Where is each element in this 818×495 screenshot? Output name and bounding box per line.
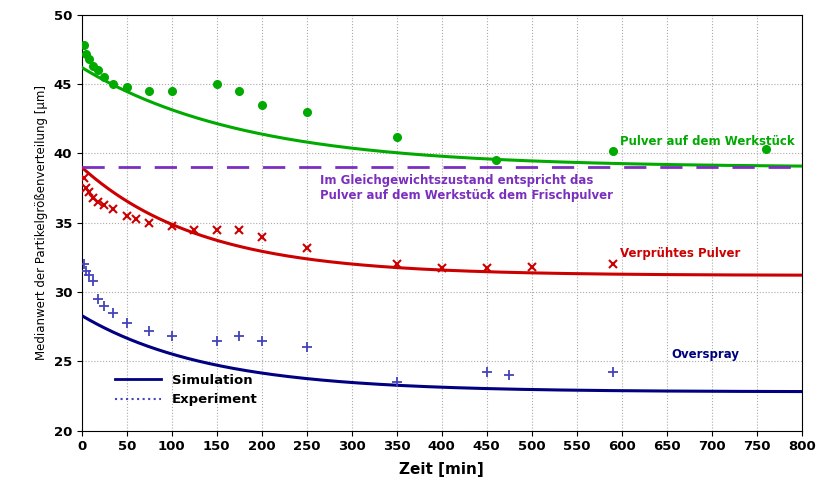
Legend: Simulation, Experiment: Simulation, Experiment: [110, 368, 263, 411]
Text: Overspray: Overspray: [671, 348, 739, 361]
Text: Im Gleichgewichtszustand entspricht das
Pulver auf dem Werkstück dem Frischpulve: Im Gleichgewichtszustand entspricht das …: [320, 174, 614, 202]
Text: Verprühtes Pulver: Verprühtes Pulver: [620, 247, 740, 260]
X-axis label: Zeit [min]: Zeit [min]: [399, 462, 484, 477]
Text: Pulver auf dem Werkstück: Pulver auf dem Werkstück: [620, 135, 794, 148]
Y-axis label: Medianwert der Partikelgrößenverteilung [µm]: Medianwert der Partikelgrößenverteilung …: [35, 85, 48, 360]
